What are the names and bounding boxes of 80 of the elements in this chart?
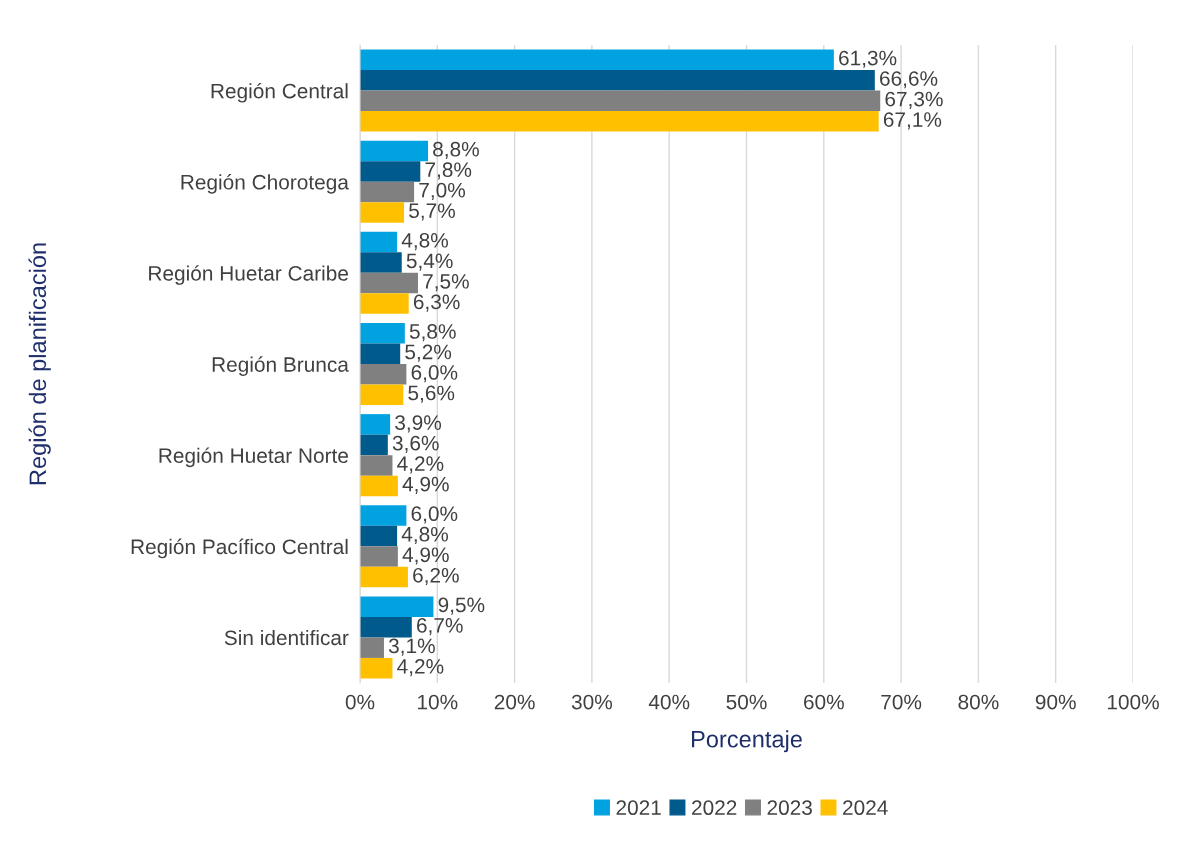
data-label: 6,2% (413, 567, 459, 586)
data-label: 3,9% (395, 415, 442, 433)
data-label: 4,2% (397, 659, 444, 677)
data-label: 4,2% (397, 456, 444, 474)
data-label: 4,9% (402, 476, 449, 494)
x-tick-label: 90% (1035, 694, 1076, 710)
data-label: 5,6% (408, 385, 455, 403)
bar (360, 657, 393, 679)
data-label: 61,3% (839, 50, 897, 68)
bar (360, 161, 421, 182)
data-label: 6,0% (411, 506, 458, 524)
data-label: 3,6% (392, 435, 439, 453)
x-tick-label: 10% (418, 694, 458, 710)
x-tick-label: 40% (648, 694, 690, 710)
bar (360, 231, 398, 253)
bar (360, 364, 407, 385)
data-label: 7,8% (425, 162, 472, 180)
bar (360, 322, 405, 344)
legend-label: 2024 (843, 800, 888, 816)
legend-label: 2021 (616, 800, 661, 816)
data-label: 4,8% (401, 526, 449, 545)
y-tick-label: Sin identificar (224, 629, 349, 646)
bar (360, 566, 408, 588)
x-tick-label: 70% (881, 694, 922, 710)
bar (360, 343, 401, 364)
data-label: 5,2% (405, 344, 452, 362)
y-axis-title: Región de planificación (28, 243, 51, 485)
y-tick-label: Región Chorotega (181, 174, 349, 194)
y-tick-label: Región Brunca (212, 356, 349, 376)
bar (360, 505, 407, 526)
x-tick-label: 80% (958, 694, 999, 710)
data-label: 6,7% (417, 618, 463, 636)
data-label: 4,8% (401, 232, 449, 251)
bar (360, 202, 405, 223)
y-tick-label: Región Pacífico Central (131, 538, 348, 559)
data-label: 5,4% (406, 253, 453, 271)
data-label: 4,9% (402, 547, 449, 565)
legend-label: 2023 (767, 800, 812, 816)
data-label: 67,1% (883, 112, 942, 130)
x-tick-label: 0% (345, 694, 375, 710)
x-tick-label: 100% (1107, 694, 1159, 710)
y-tick-label: Región Huetar Caribe (149, 265, 348, 285)
y-tick-label: Región Central (211, 82, 348, 103)
bar (360, 140, 429, 162)
data-label: 7,0% (419, 182, 466, 201)
bar (360, 525, 398, 547)
bar (360, 637, 384, 658)
bar (360, 181, 415, 203)
bar (360, 90, 881, 112)
data-label: 6,0% (411, 365, 458, 383)
x-axis-title: Porcentaje (692, 730, 802, 753)
data-label: 6,3% (413, 294, 460, 312)
y-tick-label: Región Huetar Norte (159, 447, 348, 468)
bar (360, 49, 834, 71)
data-label: 67,3% (885, 91, 943, 109)
bar (360, 252, 402, 273)
x-tick-label: 20% (494, 694, 535, 710)
bar (360, 111, 879, 132)
bar (360, 384, 404, 406)
data-label: 9,5% (438, 597, 485, 615)
x-tick-label: 60% (804, 694, 844, 710)
bar (360, 70, 875, 91)
data-label: 3,1% (388, 638, 435, 656)
bar (360, 546, 398, 567)
legend-label: 2022 (692, 800, 737, 816)
data-label: 66,6% (880, 71, 938, 89)
bar (360, 455, 393, 476)
bar (360, 434, 388, 456)
data-label: 7,5% (423, 274, 469, 292)
bar (360, 596, 434, 617)
bar (360, 616, 412, 638)
bar (360, 414, 391, 435)
x-tick-label: 50% (726, 694, 767, 710)
bar (360, 475, 398, 497)
data-label: 5,7% (409, 203, 455, 221)
bar (360, 293, 409, 314)
bar (360, 272, 418, 294)
x-tick-label: 30% (571, 694, 613, 710)
data-label: 8,8% (433, 141, 479, 160)
data-label: 5,8% (409, 324, 456, 342)
